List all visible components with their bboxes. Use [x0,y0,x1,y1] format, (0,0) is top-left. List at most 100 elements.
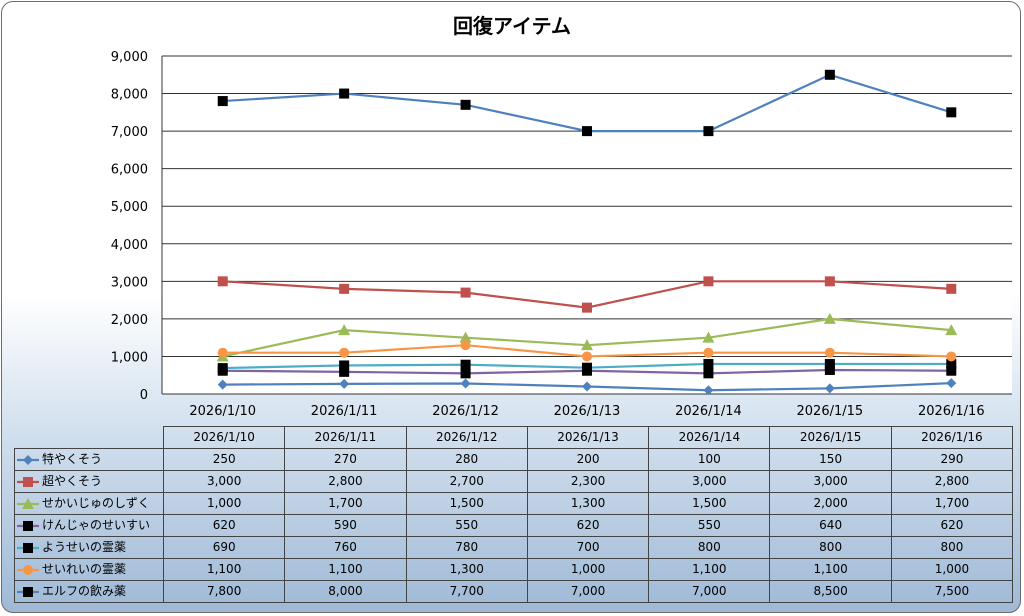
table-cell: 3,000 [769,470,892,493]
plot-background [162,56,1012,394]
table-cell: 1,700 [284,492,407,515]
table-cell: 7,000 [526,580,650,603]
legend-key-marker [23,542,33,553]
data-point [946,283,957,294]
legend-entry: せいれいの霊薬 [14,558,164,581]
x-tick-label: 2026/1/14 [675,404,742,419]
table-cell: 7,500 [890,580,1014,603]
table-cell: 1,000 [890,558,1014,581]
series-name: エルフの飲み薬 [42,584,127,598]
data-point [824,69,835,80]
legend-key-icon [17,520,39,531]
data-point [824,276,835,287]
table-cell: 1,000 [526,558,650,581]
data-point [460,359,471,370]
table-cell: 800 [769,536,892,559]
x-tick-label: 2026/1/13 [554,404,621,419]
table-cell: 100 [648,448,771,471]
table-cell: 620 [526,514,650,537]
data-point [582,126,592,137]
data-point [460,340,471,351]
data-point [339,366,350,377]
table-cell: 640 [769,514,892,537]
legend-entry: ようせいの霊薬 [14,536,164,559]
legend-entry: エルフの飲み薬 [14,580,164,603]
series-name: せかいじゅのしずく [42,496,150,510]
data-point [217,276,228,287]
data-point [946,351,957,362]
y-tick-label: 4,000 [111,238,148,253]
x-tick-label: 2026/1/15 [797,404,864,419]
series-name: ようせいの霊薬 [42,540,127,554]
table-column-header: 2026/1/11 [284,426,407,449]
x-tick-label: 2026/1/11 [311,404,378,419]
table-cell: 620 [890,514,1014,537]
data-point [946,107,957,118]
legend-key-marker [22,497,34,509]
table-row: 超やくそう 3,000 2,800 2,700 2,300 3,000 3,000 2,800 [14,470,1014,493]
table-cell: 1,000 [162,492,286,515]
data-point [460,99,471,110]
data-point [338,324,351,336]
table-cell: 250 [162,448,286,471]
legend-key-icon [17,476,39,487]
x-tick-label: 2026/1/12 [432,404,499,419]
table-cell: 800 [890,536,1014,559]
y-tick-label: 2,000 [111,313,148,328]
data-point [703,385,714,396]
data-point [946,378,957,389]
x-tick-label: 2026/1/10 [189,404,256,419]
data-point [582,302,592,313]
y-tick-label: 1,000 [111,350,148,365]
data-point [217,363,228,374]
y-tick-label: 5,000 [111,200,148,215]
y-tick-label: 9,000 [111,50,148,65]
table-cell: 1,100 [284,558,407,581]
table-cell: 1,700 [890,492,1014,515]
table-cell: 1,500 [648,492,771,515]
legend-key-marker [23,586,33,597]
data-point [217,347,228,358]
table-row: せかいじゅのしずく 1,000 1,700 1,500 1,300 1,500 2,000 1… [14,492,1014,515]
data-point [581,339,593,351]
series-name: せいれいの霊薬 [42,562,127,576]
table-cell: 2,800 [890,470,1014,493]
series-2 [217,276,957,313]
legend-entry: 特やくそう [14,448,164,471]
data-point [703,347,714,358]
table-cell: 1,100 [648,558,771,581]
legend-entry: せかいじゅのしずく [14,492,164,515]
table-cell: 700 [526,536,650,559]
table-cell: 270 [284,448,407,471]
legend-key-icon [17,564,39,575]
table-cell: 150 [769,448,892,471]
table-cell: 590 [284,514,407,537]
table-cell: 2,800 [284,470,407,493]
table-cell: 200 [526,448,650,471]
legend-key-icon [17,586,39,597]
legend-key-marker [23,454,33,465]
legend-key-icon [17,454,39,465]
y-tick-label: 8,000 [111,88,148,103]
data-point [945,324,958,336]
series-name: 特やくそう [42,452,103,466]
data-point [339,88,350,99]
data-point [339,378,350,389]
legend-entry: 超やくそう [14,470,164,493]
x-tick-label: 2026/1/16 [918,404,985,419]
table-cell: 2,700 [405,470,528,493]
table-cell: 8,500 [769,580,892,603]
y-tick-label: 7,000 [111,125,148,140]
data-point [339,347,350,358]
table-cell: 1,300 [405,558,528,581]
data-point [824,383,835,394]
y-tick-label: 3,000 [111,275,148,290]
data-point [703,276,714,287]
series-3 [216,312,958,362]
table-header-row: 2026/1/10 2026/1/11 2026/1/12 2026/1/13 2026… [14,426,1014,449]
table-cell: 280 [405,448,528,471]
table-cell: 7,800 [162,580,286,603]
series-name: 超やくそう [42,474,103,488]
table-cell: 1,100 [769,558,892,581]
data-point [582,381,592,392]
